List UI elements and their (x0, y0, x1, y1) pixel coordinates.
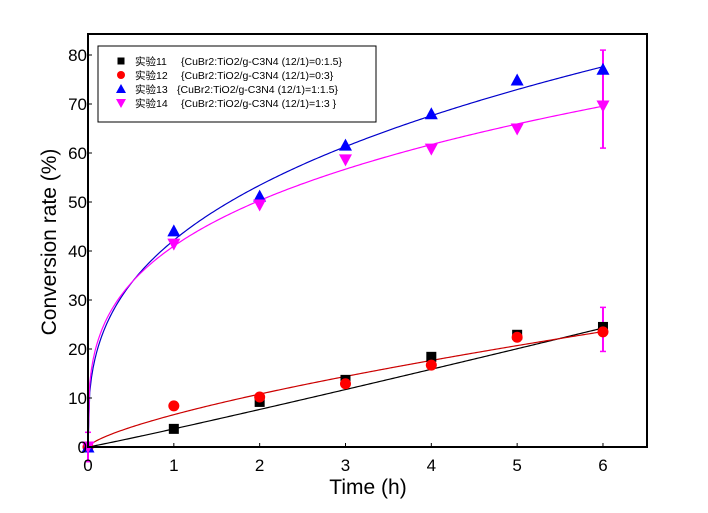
plot-frame (87, 33, 648, 448)
y-tick-label: 10 (68, 389, 87, 408)
legend-description: {CuBr2:TiO2/g-C3N4 (12/1)=1:1.5} (177, 84, 338, 96)
legend-marker-实验14 (116, 99, 126, 108)
x-axis-ticks: 0 1 2 3 4 5 6 (83, 443, 608, 475)
fit-curves (87, 66, 604, 448)
data-point-实验12 (254, 391, 266, 403)
data-point-实验12 (511, 331, 523, 343)
legend-marker-实验12 (117, 71, 125, 79)
x-tick-label: 2 (255, 456, 264, 475)
data-point-实验14 (167, 238, 181, 251)
legend-description: {CuBr2:TiO2/g-C3N4 (12/1)=1:3 } (181, 98, 337, 110)
data-point-实验14 (424, 143, 438, 156)
y-tick-label: 60 (68, 144, 87, 163)
y-tick-label: 20 (68, 340, 87, 359)
legend-label: 实验14 (135, 97, 168, 110)
data-point-实验13 (510, 73, 524, 86)
data-point-实验12 (597, 326, 609, 338)
data-point-实验14 (253, 199, 267, 212)
x-tick-label: 5 (512, 456, 521, 475)
data-point-实验14 (510, 123, 524, 136)
y-tick-label: 0 (78, 438, 87, 457)
y-axis-title: Conversion rate (%) (38, 149, 61, 336)
legend-label: 实验12 (135, 69, 168, 82)
legend-description: {CuBr2:TiO2/g-C3N4 (12/1)=0:3} (181, 70, 334, 82)
x-tick-label: 3 (341, 456, 350, 475)
x-tick-label: 6 (598, 456, 607, 475)
legend-label: 实验13 (135, 83, 168, 96)
data-point-实验11 (426, 351, 437, 362)
data-point-实验13 (338, 138, 352, 151)
x-tick-label: 0 (83, 456, 92, 475)
legend-description: {CuBr2:TiO2/g-C3N4 (12/1)=0:1.5} (181, 56, 342, 68)
x-tick-label: 1 (169, 456, 178, 475)
legend-label: 实验11 (135, 55, 167, 68)
legend-marker-实验13 (116, 84, 126, 93)
data-point-实验13 (596, 62, 610, 75)
legend-marker-实验11 (117, 57, 125, 65)
data-point-实验13 (167, 224, 181, 237)
x-axis-title: Time (h) (329, 476, 406, 499)
y-tick-label: 30 (68, 291, 87, 310)
y-tick-label: 40 (68, 242, 87, 261)
y-tick-label: 50 (68, 193, 87, 212)
y-tick-label: 70 (68, 95, 87, 114)
data-point-实验12 (168, 400, 180, 412)
data-point-实验14 (338, 154, 352, 167)
data-point-实验12 (425, 359, 437, 371)
data-point-实验13 (424, 107, 438, 120)
data-point-实验11 (168, 423, 179, 434)
data-point-实验12 (339, 378, 351, 390)
legend-box (97, 45, 377, 123)
legend: 实验11 {CuBr2:TiO2/g-C3N4 (12/1)=0:1.5} 实验12… (97, 45, 377, 123)
y-axis-ticks: 0 10 20 30 40 50 60 70 80 (68, 46, 92, 457)
data-points (81, 62, 610, 454)
y-tick-label: 80 (68, 46, 87, 65)
data-point-实验14 (596, 100, 610, 113)
x-tick-label: 4 (427, 456, 436, 475)
data-point-实验13 (253, 189, 267, 202)
